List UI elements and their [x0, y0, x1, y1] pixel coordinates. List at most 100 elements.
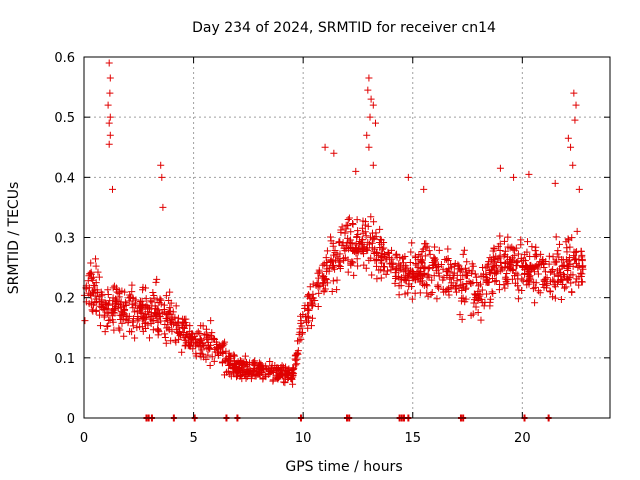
data-point: [531, 283, 539, 291]
data-point: [495, 254, 503, 262]
data-point: [567, 143, 575, 151]
data-point: [521, 269, 529, 277]
data-point: [519, 277, 527, 285]
data-point: [147, 320, 155, 328]
data-point: [208, 329, 216, 337]
data-point: [154, 318, 162, 326]
data-point: [437, 260, 445, 268]
data-point: [95, 273, 103, 281]
data-point: [421, 252, 429, 260]
data-point: [163, 324, 171, 332]
data-point: [497, 259, 505, 267]
data-point: [354, 245, 362, 253]
data-point: [567, 271, 575, 279]
data-point: [182, 333, 190, 341]
data-point: [106, 131, 114, 139]
data-point: [509, 267, 517, 275]
data-point: [344, 268, 352, 276]
data-point: [534, 287, 542, 295]
data-point: [447, 283, 455, 291]
data-point: [573, 248, 581, 256]
data-point: [401, 253, 409, 261]
data-point: [410, 272, 418, 280]
data-point: [475, 294, 483, 302]
data-point: [89, 289, 97, 297]
data-point: [563, 244, 571, 252]
data-point: [342, 242, 350, 250]
data-point: [146, 315, 154, 323]
data-point: [528, 243, 536, 251]
data-point: [567, 279, 575, 287]
data-point: [323, 258, 331, 266]
data-point: [315, 268, 323, 276]
data-points: [80, 59, 587, 422]
data-point: [375, 239, 383, 247]
data-point: [514, 257, 522, 265]
data-point: [572, 101, 580, 109]
data-point: [517, 241, 525, 249]
data-point: [575, 185, 583, 193]
data-point: [408, 295, 416, 303]
data-point: [350, 271, 358, 279]
data-point: [568, 288, 576, 296]
data-point: [142, 295, 150, 303]
data-point: [525, 170, 533, 178]
data-point: [365, 256, 373, 264]
data-point: [182, 339, 190, 347]
data-point: [194, 328, 202, 336]
data-point: [311, 296, 319, 304]
data-point: [443, 272, 451, 280]
data-point: [508, 243, 516, 251]
data-point: [162, 292, 170, 300]
data-point: [174, 314, 182, 322]
data-point: [446, 268, 454, 276]
data-point: [149, 288, 157, 296]
data-point: [353, 216, 361, 224]
data-point: [347, 228, 355, 236]
data-point: [532, 250, 540, 258]
data-point: [514, 250, 522, 258]
data-point: [180, 334, 188, 342]
data-point: [96, 322, 104, 330]
data-point: [552, 233, 560, 241]
data-point: [289, 373, 297, 381]
data-point: [230, 357, 238, 365]
data-point: [330, 149, 338, 157]
data-point: [137, 308, 145, 316]
data-point: [566, 274, 574, 282]
data-point: [430, 272, 438, 280]
data-point: [434, 282, 442, 290]
data-point: [545, 252, 553, 260]
data-point: [192, 352, 200, 360]
data-point: [92, 255, 100, 263]
data-point: [117, 298, 125, 306]
data-point: [85, 284, 93, 292]
data-point: [532, 243, 540, 251]
data-point: [292, 356, 300, 364]
data-point: [238, 368, 246, 376]
data-point: [336, 250, 344, 258]
data-point: [578, 270, 586, 278]
data-point: [366, 113, 374, 121]
data-point: [281, 379, 289, 387]
data-point: [417, 274, 425, 282]
data-point: [171, 336, 179, 344]
data-point: [272, 373, 280, 381]
data-point: [487, 266, 495, 274]
data-point: [444, 257, 452, 265]
data-point: [237, 357, 244, 365]
data-point: [408, 239, 416, 247]
data-point: [123, 312, 131, 320]
data-point: [261, 371, 269, 379]
data-point: [305, 292, 313, 300]
data-point: [388, 255, 396, 263]
data-point: [519, 262, 527, 270]
data-point: [362, 245, 370, 253]
data-point: [99, 304, 107, 312]
data-point: [167, 299, 175, 307]
data-point: [477, 280, 485, 288]
data-point: [367, 95, 375, 103]
data-point: [364, 86, 372, 94]
data-point: [157, 296, 165, 304]
data-point: [218, 359, 226, 367]
